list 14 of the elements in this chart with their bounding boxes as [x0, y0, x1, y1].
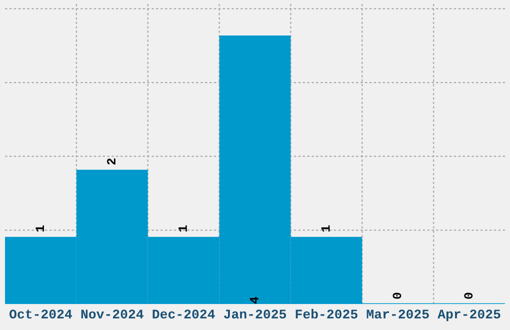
data-label: 4 [250, 296, 258, 304]
data-label: 1 [321, 225, 330, 232]
x-tick-label: Apr-2025 [438, 310, 500, 322]
data-label: 0 [464, 292, 473, 299]
x-tick-label: Feb-2025 [296, 308, 358, 319]
x-tick-label: Mar-2025 [366, 310, 429, 319]
data-label: 2 [107, 158, 116, 165]
data-label: 1 [36, 225, 44, 232]
x-tick-label: Dec-2024 [152, 310, 215, 319]
x-tick-label: Nov-2024 [81, 310, 144, 319]
x-tick-label: Jan-2025 [224, 310, 286, 319]
data-label: 1 [178, 225, 187, 232]
data-label: 0 [392, 292, 402, 299]
x-tick-label: Oct-2024 [10, 310, 72, 319]
